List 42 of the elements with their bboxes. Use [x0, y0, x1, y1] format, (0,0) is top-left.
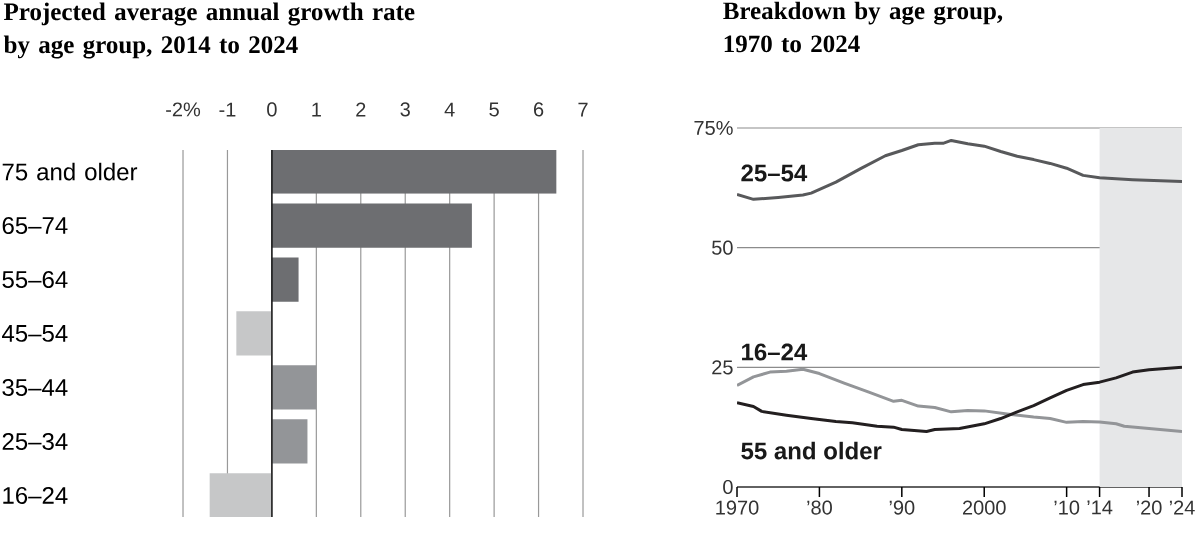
x-tick-label: 3	[400, 102, 410, 117]
y-tick-label: 45–54	[2, 325, 68, 342]
bar	[209, 473, 272, 517]
line-series	[737, 138, 1182, 201]
x-tick-label: 1970	[716, 500, 759, 515]
x-tick-label: ’20	[1136, 500, 1162, 515]
y-tick-label: 25–34	[2, 432, 68, 450]
y-tick-label: 75 and older	[2, 162, 138, 181]
x-tick-label: ’80	[807, 500, 832, 515]
x-tick-label: ’90	[889, 500, 915, 515]
x-tick-label: ’10	[1054, 500, 1080, 515]
bar	[236, 311, 272, 356]
bar	[271, 419, 308, 464]
y-tick-label: 16–24	[3, 486, 68, 504]
x-tick-label: 6	[534, 102, 544, 117]
x-tick-label: ’14	[1087, 500, 1113, 515]
chart-title: Projected average annual growth rate by age group, 2014 to 2024	[3, 2, 415, 59]
y-tick-label: 65–74	[2, 217, 68, 235]
x-tick-label: -1	[219, 102, 236, 117]
series-label: 16–24	[742, 343, 808, 361]
y-tick-label: 0	[723, 479, 733, 495]
bar	[271, 257, 299, 302]
y-tick-label: 50	[712, 240, 733, 255]
y-tick-label: 25	[712, 360, 733, 375]
bar	[271, 365, 317, 410]
x-tick-label: 7	[578, 102, 588, 117]
bar	[271, 203, 472, 248]
x-tick-label: 0	[267, 102, 277, 117]
y-tick-label: 35–44	[2, 378, 68, 396]
x-tick-label: 1	[312, 102, 321, 117]
chart-title: Breakdown by age group, 1970 to 2024	[723, 1, 1003, 53]
series-label: 25–54	[741, 164, 808, 182]
x-tick-label: 4	[444, 102, 455, 117]
x-tick-label: 2000	[962, 500, 1006, 515]
x-tick-label: 2	[356, 102, 366, 117]
y-tick-label: 75%	[694, 120, 733, 136]
x-tick-label: ’24	[1169, 500, 1195, 515]
x-tick-label: -2%	[166, 102, 201, 117]
x-tick-label: 5	[489, 102, 499, 117]
series-label: 55 and older	[741, 441, 882, 460]
bar	[271, 149, 557, 194]
y-tick-label: 55–64	[2, 271, 68, 289]
